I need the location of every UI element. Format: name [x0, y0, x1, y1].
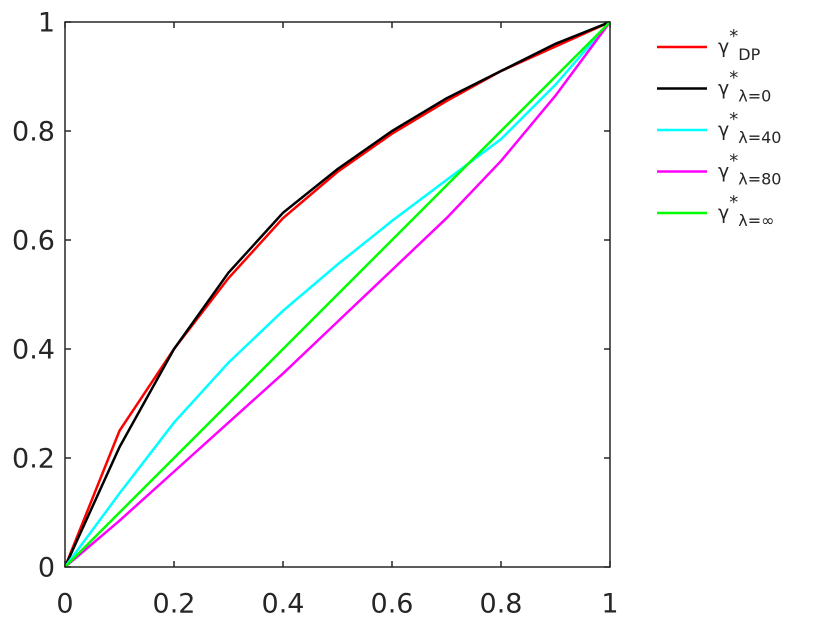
x-tick-label: 0.4 — [262, 589, 305, 620]
x-tick-label: 1 — [601, 589, 618, 620]
legend-label: γ*DP — [718, 26, 761, 64]
series-line — [63, 21, 611, 568]
y-tick-label: 1 — [38, 8, 55, 39]
y-tick-label: 0.4 — [12, 335, 55, 366]
y-tick-label: 0 — [38, 553, 55, 584]
x-tick-label: 0.6 — [371, 589, 414, 620]
y-tick-label: 0.8 — [12, 117, 55, 148]
legend-label: γ*λ=40 — [718, 109, 781, 147]
x-tick-label: 0 — [56, 589, 73, 620]
legend-label: γ*λ=0 — [718, 68, 771, 106]
plot-frame — [64, 21, 611, 568]
series-line — [63, 20, 611, 568]
y-tick-label: 0.6 — [12, 226, 55, 257]
series-line — [64, 21, 611, 568]
legend-label: γ*λ=∞ — [718, 192, 774, 230]
legend-label: γ*λ=80 — [718, 151, 781, 189]
x-tick-label: 0.2 — [153, 589, 196, 620]
y-tick-label: 0.2 — [12, 444, 55, 475]
x-tick-label: 0.8 — [480, 589, 523, 620]
series-line — [64, 21, 612, 568]
